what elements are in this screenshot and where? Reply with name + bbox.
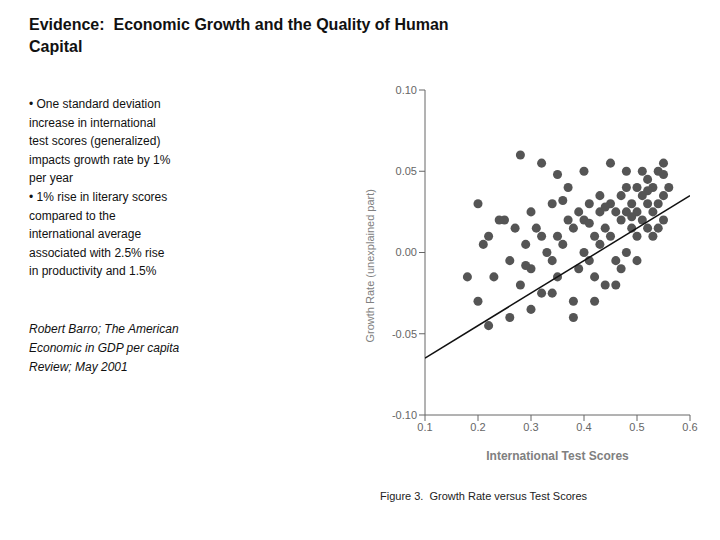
svg-text:0.00: 0.00 (396, 246, 417, 258)
svg-text:0.6: 0.6 (682, 421, 697, 433)
svg-text:0.5: 0.5 (629, 421, 644, 433)
svg-text:0.10: 0.10 (396, 84, 417, 96)
svg-text:0.05: 0.05 (396, 165, 417, 177)
svg-text:0.4: 0.4 (576, 421, 591, 433)
svg-text:0.1: 0.1 (417, 421, 432, 433)
svg-text:-0.05: -0.05 (392, 328, 417, 340)
html-text:Figure 3. Growth Rate versus T: Figure 3. Growth Rate versus Test Scores (380, 490, 587, 502)
html-text:Evidence: Economic Growth and: Evidence: Economic Growth and the Qualit… (29, 16, 449, 56)
html-text:Robert Barro; The American Eco: Robert Barro; The American Economic in G… (29, 322, 180, 375)
svg-text:-0.10: -0.10 (392, 409, 417, 421)
html-text:• One standard deviation incre: • One standard deviation increase in int… (29, 97, 171, 279)
svg-text:0.3: 0.3 (523, 421, 538, 433)
svg-text:International Test Scores: International Test Scores (486, 449, 629, 463)
svg-text:0.2: 0.2 (470, 421, 485, 433)
svg-text:Growth Rate (unexplained part): Growth Rate (unexplained part) (364, 189, 376, 342)
